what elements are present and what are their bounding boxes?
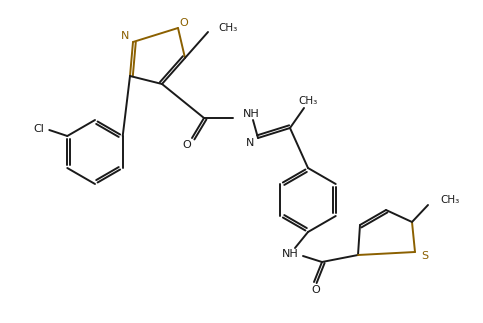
Text: N: N [121, 31, 129, 41]
Text: NH: NH [243, 109, 260, 119]
Text: CH₃: CH₃ [298, 96, 318, 106]
Text: O: O [180, 18, 188, 28]
Text: CH₃: CH₃ [440, 195, 459, 205]
Text: Cl: Cl [34, 124, 45, 134]
Text: S: S [422, 251, 428, 261]
Text: O: O [312, 285, 320, 295]
Text: NH: NH [282, 249, 298, 259]
Text: CH₃: CH₃ [218, 23, 237, 33]
Text: N: N [246, 138, 254, 148]
Text: O: O [183, 140, 191, 150]
